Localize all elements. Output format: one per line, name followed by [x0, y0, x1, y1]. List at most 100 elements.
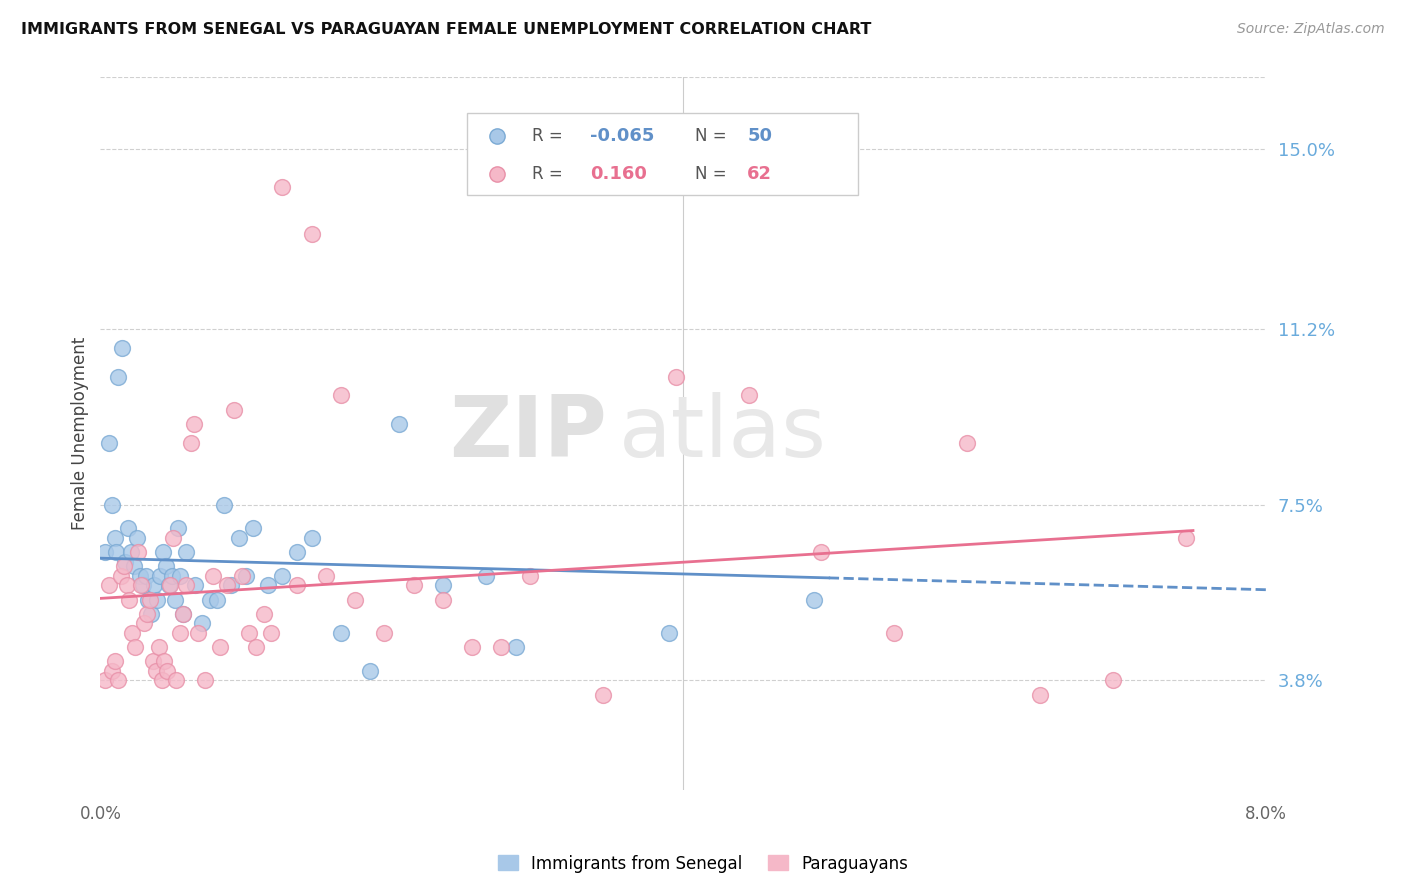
Text: R =: R =	[531, 127, 562, 145]
Point	[105, 545, 128, 559]
Text: Source: ZipAtlas.com: Source: ZipAtlas.com	[1237, 22, 1385, 37]
Text: -0.065: -0.065	[591, 127, 654, 145]
Point	[153, 654, 176, 668]
Point	[212, 498, 235, 512]
Point	[134, 569, 156, 583]
Point	[157, 578, 180, 592]
Point	[271, 569, 294, 583]
Point	[187, 625, 209, 640]
Point	[803, 592, 825, 607]
Text: R =: R =	[531, 165, 562, 184]
Point	[125, 531, 148, 545]
Point	[402, 578, 425, 592]
Point	[139, 592, 162, 607]
Point	[252, 607, 274, 621]
Point	[127, 545, 149, 559]
Point	[315, 569, 337, 583]
Point	[201, 569, 224, 583]
Point	[198, 592, 221, 607]
Point	[93, 673, 115, 688]
Point	[257, 578, 280, 592]
Point	[142, 654, 165, 668]
Point	[165, 673, 187, 688]
Point	[519, 569, 541, 583]
Point	[242, 521, 264, 535]
Point	[176, 578, 198, 592]
Point	[101, 664, 124, 678]
Point	[1174, 531, 1197, 545]
Point	[124, 640, 146, 654]
Point	[228, 531, 250, 545]
Point	[110, 569, 132, 583]
Text: ZIP: ZIP	[450, 392, 607, 475]
Point	[152, 545, 174, 559]
Point	[194, 673, 217, 688]
Point	[1102, 673, 1125, 688]
Point	[143, 578, 166, 592]
Text: atlas: atlas	[619, 392, 827, 475]
Point	[489, 640, 512, 654]
Point	[359, 664, 381, 678]
Point	[162, 531, 184, 545]
Point	[156, 664, 179, 678]
Text: 62: 62	[747, 165, 772, 184]
Point	[665, 369, 688, 384]
Point	[159, 578, 181, 592]
Point	[149, 569, 172, 583]
Point	[461, 640, 484, 654]
Point	[217, 578, 239, 592]
Point	[145, 664, 167, 678]
Point	[657, 625, 679, 640]
Y-axis label: Female Unemployment: Female Unemployment	[72, 337, 89, 530]
Point	[432, 578, 454, 592]
Point	[221, 578, 243, 592]
Point	[191, 616, 214, 631]
Point	[93, 545, 115, 559]
Text: N =: N =	[695, 127, 727, 145]
Point	[172, 607, 194, 621]
Point	[111, 341, 134, 355]
Point	[138, 592, 160, 607]
Point	[271, 179, 294, 194]
Point	[475, 569, 498, 583]
Point	[172, 607, 194, 621]
Point	[183, 417, 205, 431]
Point	[169, 569, 191, 583]
Point	[810, 545, 832, 559]
Point	[160, 569, 183, 583]
Point	[329, 388, 352, 402]
Point	[205, 592, 228, 607]
Point	[245, 640, 267, 654]
Point	[505, 640, 527, 654]
Point	[737, 388, 759, 402]
Point	[115, 578, 138, 592]
Point	[136, 607, 159, 621]
Point	[146, 592, 169, 607]
Point	[148, 640, 170, 654]
Point	[1029, 688, 1052, 702]
Point	[373, 625, 395, 640]
Text: N =: N =	[695, 165, 727, 184]
Point	[101, 498, 124, 512]
Text: 50: 50	[747, 127, 772, 145]
Point	[180, 436, 202, 450]
Point	[112, 559, 135, 574]
Point	[285, 578, 308, 592]
Point	[224, 402, 246, 417]
Text: 0.160: 0.160	[591, 165, 647, 184]
Point	[120, 545, 142, 559]
Point	[150, 673, 173, 688]
Point	[107, 369, 129, 384]
Point	[121, 625, 143, 640]
Point	[301, 227, 323, 241]
Point	[131, 578, 153, 592]
Point	[260, 625, 283, 640]
Point	[388, 417, 411, 431]
Point	[176, 545, 198, 559]
Point	[231, 569, 253, 583]
Point	[128, 569, 150, 583]
Point	[329, 625, 352, 640]
Point	[883, 625, 905, 640]
Point	[118, 592, 141, 607]
Point	[235, 569, 257, 583]
